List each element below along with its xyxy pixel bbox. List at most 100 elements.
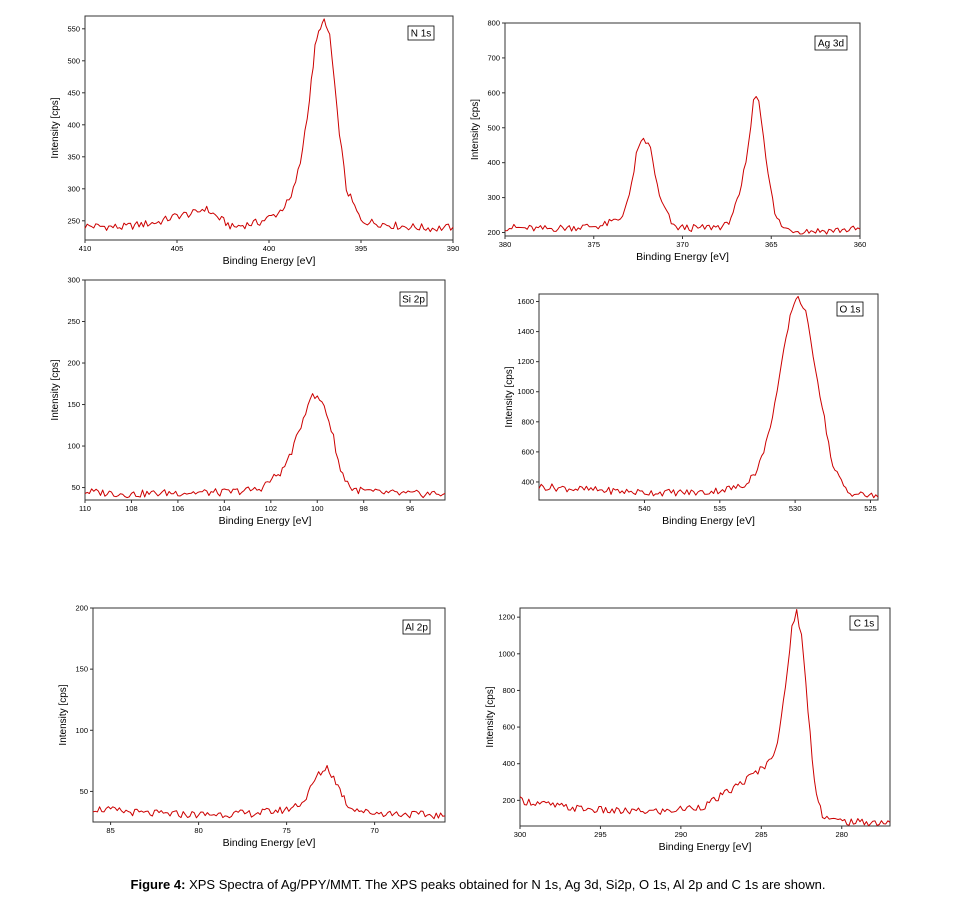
spectrum-line (519, 609, 891, 827)
y-axis-label: Intensity [cps] (485, 686, 496, 747)
x-tick-label: 525 (864, 504, 877, 513)
spectrum-line (538, 295, 879, 499)
x-tick-label: 110 (79, 504, 91, 513)
legend-box (814, 35, 848, 51)
x-tick-label: 75 (282, 826, 290, 835)
x-tick-label: 410 (79, 244, 92, 253)
x-tick-label: 360 (854, 240, 867, 249)
x-tick-label: 280 (835, 830, 848, 839)
legend-label: Ag 3d (818, 39, 844, 50)
x-tick-label: 285 (755, 830, 768, 839)
x-tick-label: 400 (263, 244, 276, 253)
y-tick-label: 150 (67, 400, 80, 409)
y-axis-label: Intensity [cps] (58, 684, 69, 745)
y-tick-label: 1400 (517, 327, 534, 336)
legend-label: Si 2p (402, 295, 425, 306)
legend-box (849, 615, 879, 631)
spectrum-line (504, 96, 861, 235)
chart-c1s: 300 295 290 285 280 200 400 600 800 1000 1200 Bindi… (485, 607, 891, 853)
x-tick-label: 100 (311, 504, 324, 513)
x-tick-label: 290 (675, 830, 688, 839)
y-tick-label: 400 (521, 477, 534, 486)
y-tick-label: 1000 (517, 387, 534, 396)
figure-caption: Figure 4: XPS Spectra of Ag/PPY/MMT. The… (0, 877, 956, 892)
y-tick-label: 500 (487, 123, 500, 132)
x-tick-label: 540 (638, 504, 651, 513)
y-tick-label: 150 (75, 665, 88, 674)
y-tick-label: 50 (80, 787, 88, 796)
y-tick-label: 700 (487, 53, 500, 62)
plot-frame (519, 607, 891, 827)
legend-label: N 1s (411, 29, 432, 40)
x-axis-label: Binding Energy [eV] (223, 837, 316, 849)
y-tick-label: 1200 (498, 613, 515, 622)
x-tick-label: 395 (355, 244, 368, 253)
x-axis-label: Binding Energy [eV] (662, 515, 755, 527)
legend-box (399, 291, 428, 307)
plot-frame (504, 22, 861, 237)
plot-frame (92, 607, 446, 823)
x-tick-label: 85 (106, 826, 114, 835)
x-tick-label: 102 (265, 504, 278, 513)
y-tick-label: 200 (67, 359, 80, 368)
y-tick-label: 800 (521, 417, 534, 426)
chart-si2p: 110 108 106 104 102 100 98 96 50 100 150 200 250 300 B… (50, 276, 446, 527)
y-tick-label: 450 (67, 88, 80, 97)
chart-ag3d: 380 375 370 365 360 200 300 400 500 600 700 800 Bind… (470, 19, 867, 264)
y-tick-label: 250 (67, 216, 80, 225)
y-tick-label: 1000 (498, 649, 515, 658)
y-axis-label: Intensity [cps] (50, 359, 61, 420)
plot-frame (84, 279, 446, 501)
x-tick-label: 98 (360, 504, 368, 513)
y-tick-label: 100 (75, 726, 88, 735)
y-axis-label: Intensity [cps] (470, 99, 481, 160)
x-tick-label: 405 (171, 244, 184, 253)
y-tick-label: 550 (67, 24, 80, 33)
legend-label: Al 2p (405, 623, 428, 634)
spectrum-line (92, 765, 446, 820)
y-tick-label: 1600 (517, 297, 534, 306)
spectrum-line (84, 18, 454, 233)
x-tick-label: 380 (499, 240, 512, 249)
y-tick-label: 300 (487, 193, 500, 202)
y-tick-label: 400 (502, 759, 515, 768)
x-tick-label: 375 (587, 240, 600, 249)
y-tick-label: 1200 (517, 357, 534, 366)
y-tick-label: 200 (75, 604, 88, 613)
x-tick-label: 390 (447, 244, 460, 253)
caption-label: Figure 4: (130, 877, 186, 892)
y-tick-label: 400 (487, 158, 500, 167)
x-tick-label: 80 (194, 826, 202, 835)
y-tick-label: 250 (67, 317, 80, 326)
y-tick-label: 400 (67, 120, 80, 129)
x-axis-label: Binding Energy [eV] (659, 841, 752, 853)
x-tick-label: 108 (125, 504, 138, 513)
y-tick-label: 600 (521, 447, 534, 456)
legend-label: C 1s (854, 619, 875, 630)
y-tick-label: 500 (67, 56, 80, 65)
x-tick-label: 96 (406, 504, 414, 513)
x-tick-label: 300 (514, 830, 527, 839)
y-tick-label: 800 (487, 19, 500, 28)
caption-text: XPS Spectra of Ag/PPY/MMT. The XPS peaks… (185, 877, 826, 892)
chart-n1s: 410 405 400 395 390 250 300 350 400 450 500 550 Bind… (50, 15, 460, 267)
y-tick-label: 200 (502, 796, 515, 805)
legend-box (836, 301, 864, 317)
chart-al2p: 85 80 75 70 50 100 150 200 Binding Energy [eV] In… (58, 604, 446, 849)
x-tick-label: 365 (765, 240, 778, 249)
plot-frame (538, 293, 879, 501)
x-tick-label: 535 (714, 504, 727, 513)
x-axis-label: Binding Energy [eV] (219, 515, 312, 527)
y-tick-label: 50 (72, 483, 80, 492)
y-tick-label: 600 (487, 88, 500, 97)
x-tick-label: 104 (218, 504, 231, 513)
y-tick-label: 300 (67, 276, 80, 285)
x-tick-label: 370 (676, 240, 689, 249)
x-tick-label: 106 (172, 504, 185, 513)
legend-label: O 1s (839, 305, 860, 316)
y-axis-label: Intensity [cps] (504, 366, 515, 427)
y-tick-label: 300 (67, 184, 80, 193)
chart-o1s: 540 535 530 525 400 600 800 1000 1200 1400 1600 Bin… (504, 293, 879, 527)
x-tick-label: 70 (370, 826, 378, 835)
plot-frame (84, 15, 454, 241)
